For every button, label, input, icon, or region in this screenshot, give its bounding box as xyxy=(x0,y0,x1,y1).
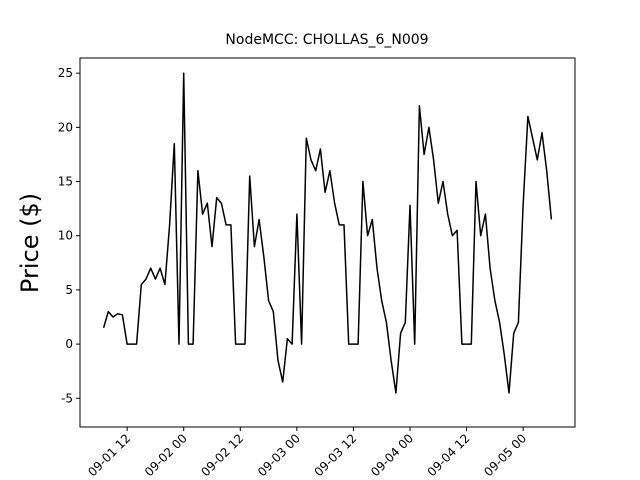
y-tick-label: 10 xyxy=(58,229,73,243)
y-tick-label: 20 xyxy=(58,120,73,134)
y-tick-label: 0 xyxy=(65,337,73,351)
x-tick-label: 09-02 00 xyxy=(142,431,190,479)
y-tick-label: 5 xyxy=(65,283,73,297)
y-tick-label: -5 xyxy=(61,391,73,405)
price-line xyxy=(102,72,553,394)
plot-frame xyxy=(79,57,576,428)
y-axis-label: Price ($) xyxy=(16,193,44,293)
x-tick-label: 09-04 00 xyxy=(368,431,416,479)
x-tick-label: 09-02 12 xyxy=(198,431,246,479)
x-tick-label: 09-03 12 xyxy=(311,431,359,479)
x-tick-label: 09-04 12 xyxy=(425,431,473,479)
y-tick-label: 25 xyxy=(58,66,73,80)
x-tick-label: 09-05 00 xyxy=(481,431,529,479)
x-tick-label: 09-01 12 xyxy=(85,431,133,479)
chart-title: NodeMCC: CHOLLAS_6_N009 xyxy=(225,32,428,48)
x-tick-label: 09-03 00 xyxy=(255,431,303,479)
y-tick-label: 15 xyxy=(58,175,73,189)
